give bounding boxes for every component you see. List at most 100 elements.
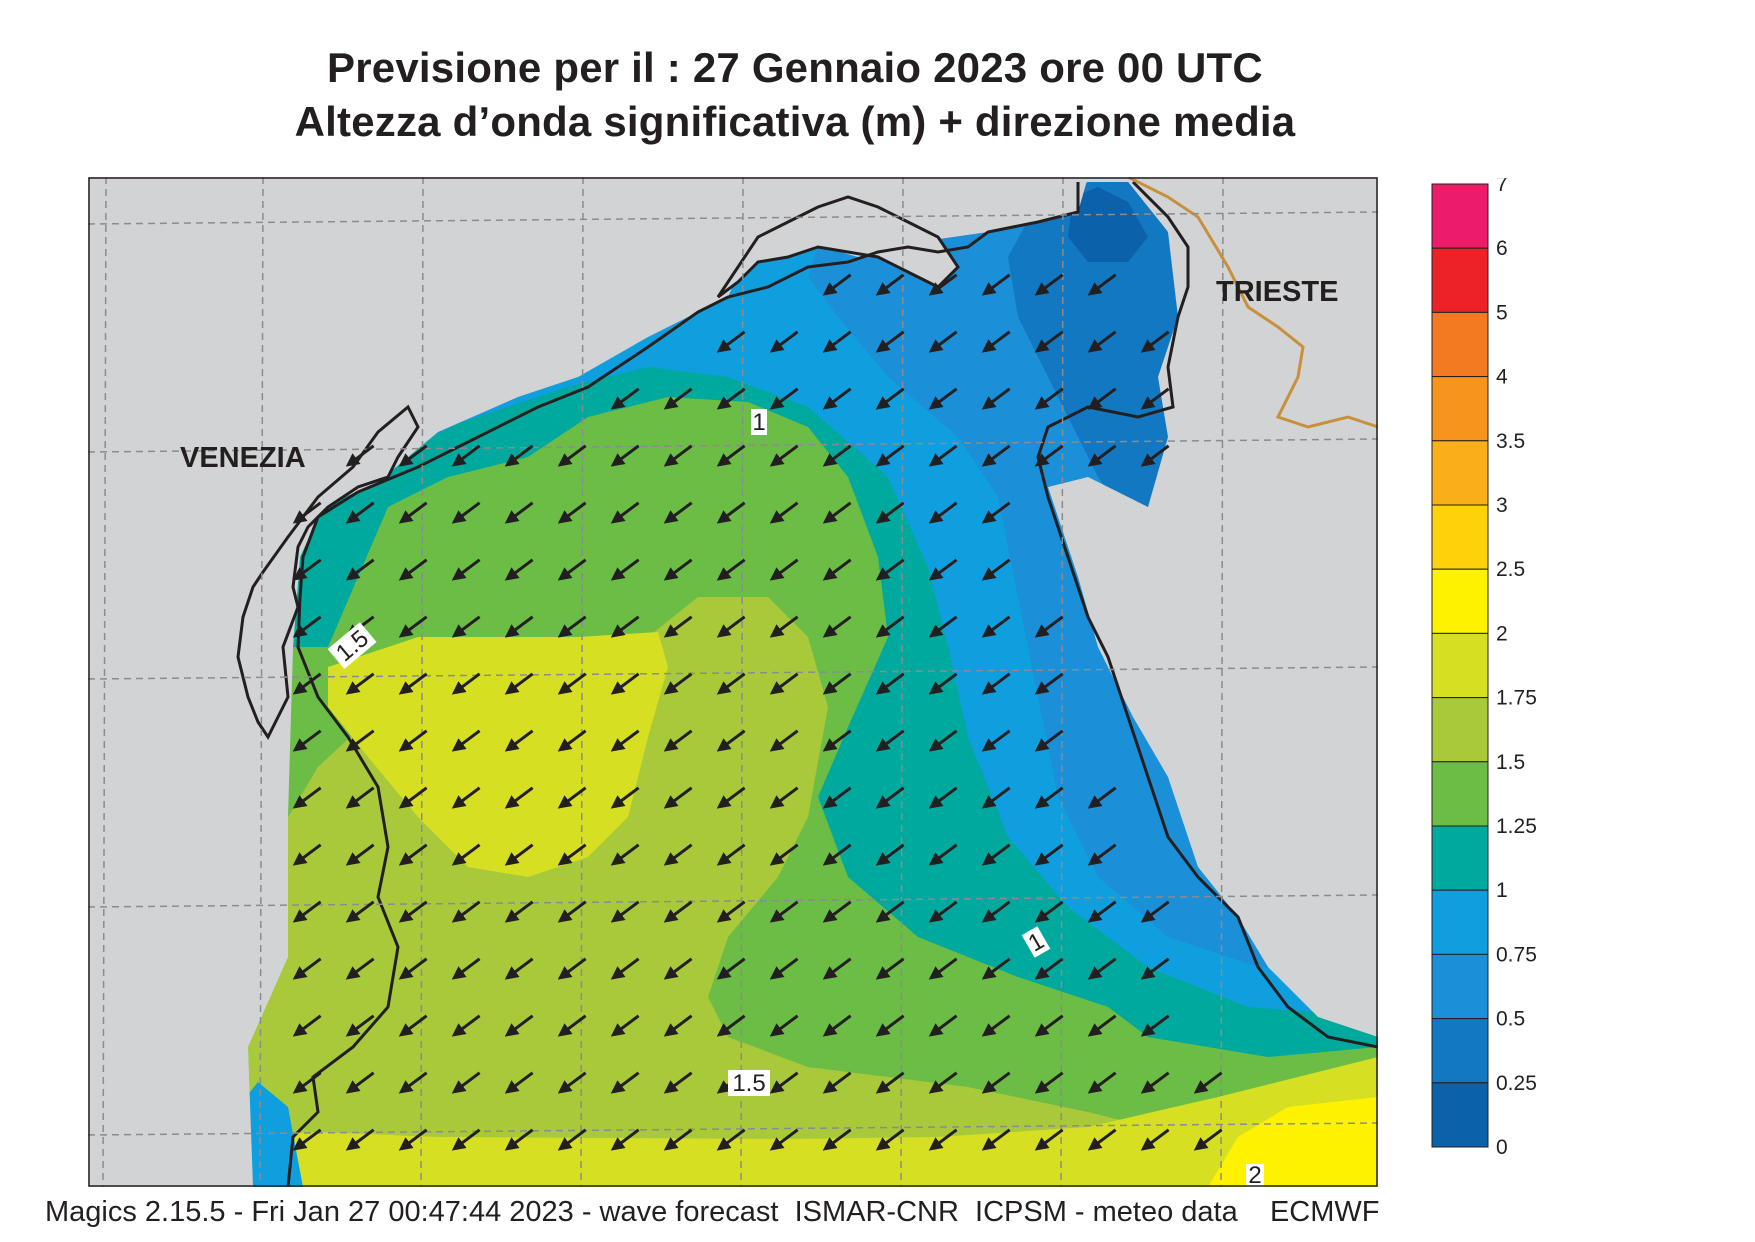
direction-arrow (557, 729, 587, 752)
colorbar-tick-label: 0 (1496, 1136, 1508, 1158)
colorbar-tick-label: 0.5 (1496, 1008, 1525, 1031)
direction-arrow (345, 1014, 375, 1037)
direction-arrow (822, 843, 852, 866)
direction-arrow (504, 900, 534, 923)
direction-arrow (504, 957, 534, 980)
direction-arrow (1087, 786, 1117, 809)
direction-arrow (1140, 1128, 1170, 1151)
direction-arrow (1034, 330, 1064, 353)
direction-arrow (557, 444, 587, 467)
direction-arrow (981, 786, 1011, 809)
direction-arrow (451, 786, 481, 809)
direction-arrow (928, 444, 958, 467)
direction-arrow (504, 672, 534, 695)
direction-arrow (822, 501, 852, 524)
direction-arrow (345, 957, 375, 980)
direction-arrow (398, 615, 428, 638)
direction-arrow (345, 729, 375, 752)
band-0-0.25 (1068, 187, 1148, 262)
direction-arrow (345, 1128, 375, 1151)
direction-arrow (928, 387, 958, 410)
direction-arrow (769, 900, 799, 923)
city-label-trieste: TRIESTE (1216, 276, 1338, 308)
direction-arrow (769, 615, 799, 638)
direction-arrow (610, 672, 640, 695)
direction-arrow (292, 615, 322, 638)
direction-arrow (292, 786, 322, 809)
direction-arrow (292, 672, 322, 695)
direction-arrow (1140, 1014, 1170, 1037)
direction-arrow (1087, 1071, 1117, 1094)
direction-arrow (822, 672, 852, 695)
direction-arrow (769, 387, 799, 410)
direction-arrow (345, 843, 375, 866)
direction-arrow (504, 558, 534, 581)
direction-arrow (822, 273, 852, 296)
direction-arrow (663, 1128, 693, 1151)
direction-arrow (610, 786, 640, 809)
direction-arrow (822, 1128, 852, 1151)
direction-arrow (292, 729, 322, 752)
direction-arrow (716, 501, 746, 524)
direction-arrow (345, 672, 375, 695)
colorbar-tick-label: 5 (1496, 301, 1508, 324)
direction-arrow (398, 786, 428, 809)
direction-arrow (716, 900, 746, 923)
direction-arrow (875, 387, 905, 410)
direction-arrow (716, 729, 746, 752)
direction-arrow (504, 615, 534, 638)
colorbar-swatch (1431, 889, 1489, 955)
colorbar-swatch (1431, 1082, 1489, 1148)
colorbar-tick-label: 4 (1496, 366, 1508, 389)
direction-arrow (1087, 387, 1117, 410)
direction-arrow (875, 615, 905, 638)
direction-arrow (451, 957, 481, 980)
direction-arrow (504, 843, 534, 866)
direction-arrow (451, 843, 481, 866)
direction-arrow (875, 558, 905, 581)
direction-arrow (928, 558, 958, 581)
direction-arrow (875, 900, 905, 923)
direction-arrow (451, 444, 481, 467)
direction-arrow (451, 1014, 481, 1037)
direction-arrow (292, 1128, 322, 1151)
direction-arrow (875, 273, 905, 296)
direction-arrow (769, 786, 799, 809)
colorbar-tick-label: 3.5 (1496, 430, 1525, 453)
direction-arrow (822, 1071, 852, 1094)
direction-arrow (1087, 1128, 1117, 1151)
direction-arrow (451, 729, 481, 752)
direction-arrow (822, 1014, 852, 1037)
direction-arrow (716, 1014, 746, 1037)
direction-arrow (1034, 786, 1064, 809)
direction-arrow (875, 729, 905, 752)
direction-arrow (345, 1071, 375, 1094)
colorbar-tick-label: 3 (1496, 494, 1508, 517)
direction-arrow (1140, 900, 1170, 923)
direction-arrow (451, 558, 481, 581)
direction-arrow (1034, 387, 1064, 410)
direction-arrow (663, 1014, 693, 1037)
direction-arrow (610, 1014, 640, 1037)
direction-arrow (451, 672, 481, 695)
direction-arrow (1087, 330, 1117, 353)
contour-label-1-north: 1 (751, 409, 767, 436)
direction-arrow (875, 843, 905, 866)
direction-arrow (663, 615, 693, 638)
direction-arrow (716, 444, 746, 467)
direction-arrow (769, 330, 799, 353)
direction-arrow (769, 501, 799, 524)
colorbar: 7 6 5 4 3.5 3 2.5 2 1.75 1.5 1.25 1 0.75 0.5 0.25 0 (1431, 178, 1537, 1158)
direction-arrow (610, 1128, 640, 1151)
direction-arrow (822, 615, 852, 638)
direction-arrow (769, 444, 799, 467)
direction-arrow (928, 672, 958, 695)
direction-arrow (716, 330, 746, 353)
direction-arrow (822, 786, 852, 809)
direction-arrow (610, 900, 640, 923)
colorbar-tick-label: 6 (1496, 237, 1508, 260)
direction-arrow (345, 786, 375, 809)
direction-arrow (981, 900, 1011, 923)
direction-arrow (981, 558, 1011, 581)
land-east (1048, 177, 1378, 1037)
